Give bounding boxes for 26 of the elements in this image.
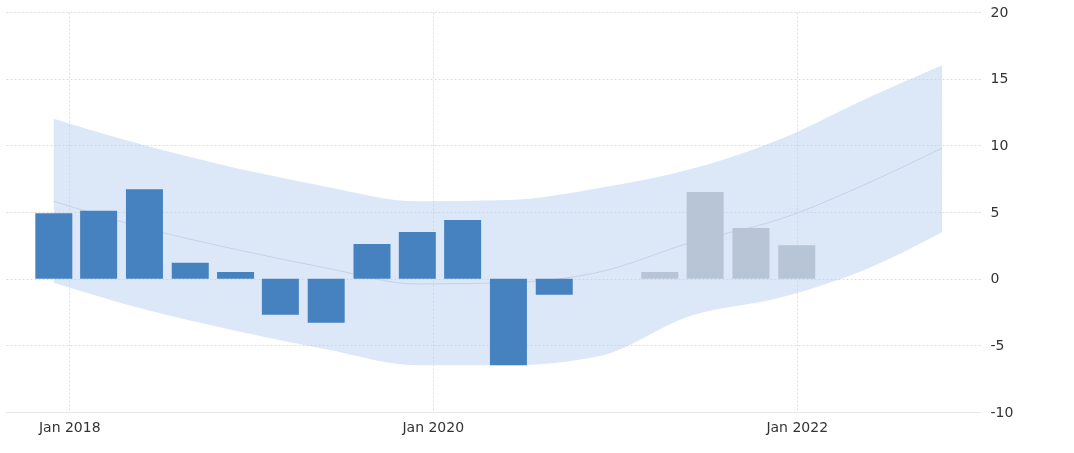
bar (778, 245, 816, 279)
bar (125, 189, 163, 279)
bar (398, 232, 436, 279)
bar (444, 220, 482, 279)
y-tick-label: 20 (990, 3, 1009, 20)
bar (353, 244, 391, 279)
y-tick-label: -10 (990, 403, 1014, 420)
bar (307, 278, 345, 323)
y-tick-label: 15 (990, 70, 1009, 87)
y-tick-label: 0 (990, 270, 1000, 287)
x-tick-label: Jan 2018 (37, 418, 101, 435)
bar (171, 262, 209, 279)
x-tick-label: Jan 2020 (401, 418, 465, 435)
bar (80, 210, 118, 279)
bar (35, 213, 73, 279)
bar (261, 278, 299, 315)
y-tick-label: -5 (990, 336, 1005, 353)
x-tick-label: Jan 2022 (765, 418, 829, 435)
bar (535, 278, 573, 295)
bar (686, 192, 724, 279)
bar (732, 228, 770, 279)
y-tick-label: 10 (990, 136, 1009, 153)
bar (217, 272, 255, 279)
bar (641, 272, 679, 279)
y-tick-label: 5 (990, 203, 1000, 220)
bar (489, 278, 527, 366)
